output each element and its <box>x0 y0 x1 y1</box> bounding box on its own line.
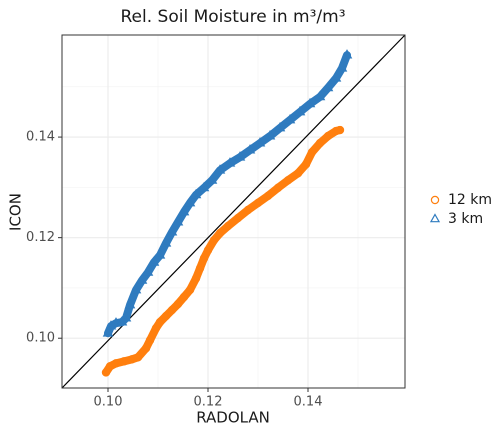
point <box>160 237 172 247</box>
plot-border <box>61 34 406 389</box>
x-tick-label: 0.14 <box>294 395 323 410</box>
point <box>314 90 326 101</box>
y-tick-label: 0.12 <box>26 230 55 245</box>
point <box>330 72 342 82</box>
legend-marker <box>429 213 441 223</box>
point <box>173 299 183 309</box>
point <box>293 169 303 178</box>
x-tick-label: 0.12 <box>194 395 223 410</box>
point <box>264 130 276 140</box>
legend-label: 3 km <box>448 211 483 227</box>
point <box>101 368 111 377</box>
y-axis-label: ICON <box>7 193 25 231</box>
point <box>214 164 226 174</box>
identity-line <box>61 34 406 389</box>
point <box>102 327 114 337</box>
point <box>190 188 202 199</box>
point <box>224 157 236 167</box>
point <box>166 226 178 236</box>
legend-marker <box>430 195 440 205</box>
point <box>142 266 154 276</box>
point <box>141 344 151 353</box>
point <box>203 246 213 255</box>
point <box>206 174 218 184</box>
point <box>254 137 266 147</box>
point <box>323 131 333 141</box>
point <box>151 323 161 333</box>
ticks: 0.10 0.12 0.14 0.10 0.12 0.14 <box>26 130 322 410</box>
point <box>263 191 273 201</box>
point <box>209 235 219 245</box>
point <box>130 283 142 294</box>
point <box>119 357 129 366</box>
point <box>244 144 256 154</box>
point <box>243 205 253 215</box>
point <box>336 62 348 72</box>
point <box>215 228 225 238</box>
legend: 12 km 3 km <box>429 192 492 227</box>
y-tick-label: 0.10 <box>26 331 55 346</box>
chart-title: Rel. Soil Moisture in m³/m³ <box>120 7 345 27</box>
point <box>191 274 201 283</box>
point <box>124 298 136 309</box>
point <box>322 81 334 92</box>
point <box>331 126 341 136</box>
point <box>304 97 316 108</box>
point <box>198 181 210 192</box>
point <box>273 183 283 193</box>
point <box>154 249 166 259</box>
point <box>110 317 122 327</box>
point <box>178 205 190 216</box>
point <box>111 359 121 368</box>
legend-label: 12 km <box>448 192 492 208</box>
x-tick-label: 0.10 <box>94 395 123 410</box>
point <box>335 125 345 135</box>
point <box>133 353 143 362</box>
series-band <box>104 51 351 338</box>
point <box>179 292 189 302</box>
point <box>195 264 205 273</box>
point <box>301 160 311 169</box>
point <box>234 151 246 161</box>
y-tick-label: 0.14 <box>26 130 55 145</box>
point <box>274 121 286 132</box>
point <box>185 285 195 295</box>
point <box>184 196 196 207</box>
point <box>148 256 160 266</box>
point <box>283 176 293 185</box>
point <box>315 138 325 148</box>
point <box>294 105 306 116</box>
point <box>145 336 155 345</box>
point <box>161 311 171 321</box>
grid <box>62 35 405 388</box>
point <box>341 49 353 59</box>
point <box>172 216 184 226</box>
point <box>136 274 148 284</box>
point <box>307 147 317 157</box>
x-axis-label: RADOLAN <box>196 409 270 427</box>
point <box>223 221 233 231</box>
point <box>199 254 209 263</box>
point <box>253 198 263 208</box>
point <box>167 305 177 315</box>
point <box>284 113 296 124</box>
marks <box>101 49 353 377</box>
point <box>120 312 132 322</box>
point <box>233 213 243 223</box>
point <box>155 317 165 327</box>
